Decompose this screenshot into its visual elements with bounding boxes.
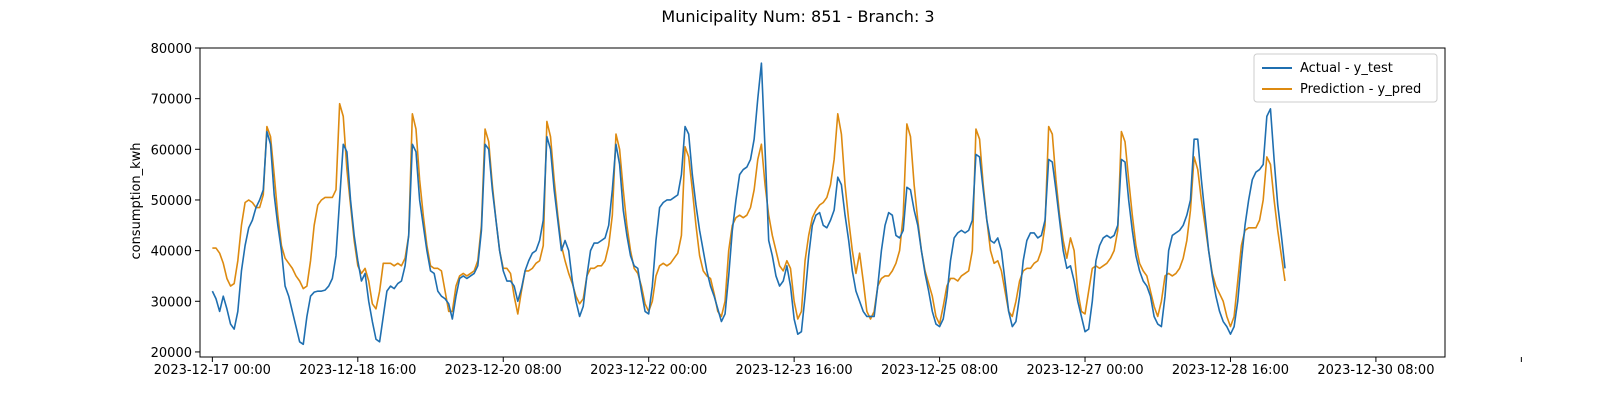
- y-tick-label: 80000: [151, 42, 192, 57]
- x-tick-label: 2023-12-17 00:00: [154, 363, 271, 378]
- legend-label-prediction: Prediction - y_pred: [1300, 82, 1421, 97]
- legend-label-actual: Actual - y_test: [1300, 61, 1393, 76]
- series-lines: [211, 62, 1286, 346]
- y-axis-ticks: 20000 30000 40000 50000 60000 70000 80000: [151, 42, 200, 361]
- legend: Actual - y_test Prediction - y_pred: [1253, 53, 1438, 103]
- x-tick-label: 2023-12-22 00:00: [590, 363, 707, 378]
- x-tick-label: 2023-12-18 16:00: [299, 363, 416, 378]
- series-line-prediction: [212, 102, 1286, 328]
- y-tick-label: 40000: [151, 245, 192, 260]
- plot-area-frame: [199, 47, 1446, 358]
- x-tick-label: 2023-12-23 16:00: [736, 363, 853, 378]
- x-axis-ticks: 2023-12-17 00:00 2023-12-18 16:00 2023-12-…: [154, 357, 1522, 378]
- series-line-actual: [211, 62, 1286, 346]
- y-tick-label: 70000: [151, 93, 192, 108]
- x-tick-label: 2023-12-25 08:00: [881, 363, 998, 378]
- chart-title: Municipality Num: 851 - Branch: 3: [661, 7, 934, 26]
- x-tick-label: 2023-12-27 00:00: [1026, 363, 1143, 378]
- y-tick-label: 60000: [151, 143, 192, 158]
- x-tick-label: 2023-12-28 16:00: [1172, 363, 1289, 378]
- x-tick-label: 2023-12-30 08:00: [1317, 363, 1434, 378]
- y-tick-label: 50000: [151, 194, 192, 209]
- y-axis-label: consumption_kwh: [129, 142, 144, 259]
- x-tick-label: 2023-12-20 08:00: [445, 363, 562, 378]
- y-tick-label: 30000: [151, 295, 192, 310]
- legend-box: [1253, 53, 1438, 103]
- y-tick-label: 20000: [151, 346, 192, 361]
